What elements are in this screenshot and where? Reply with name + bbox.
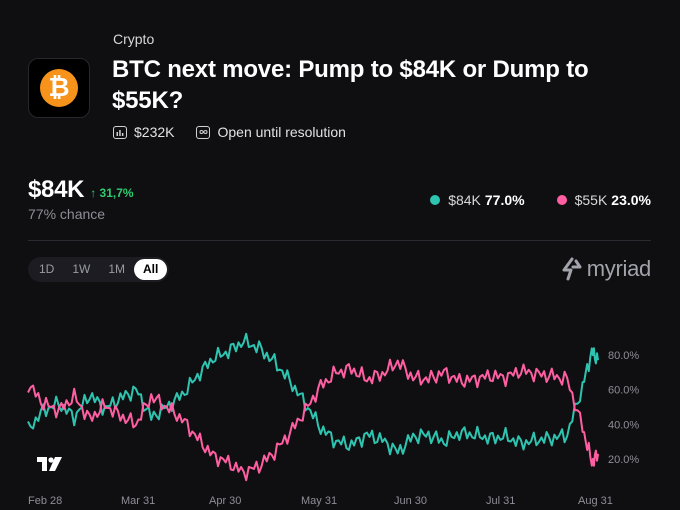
series-line-pump (27, 332, 599, 456)
range-selector: 1D 1W 1M All (28, 257, 170, 282)
market-logo: ₿ (28, 58, 90, 118)
x-tick-label: Aug 31 (578, 495, 613, 507)
x-tick-label: May 31 (301, 495, 337, 507)
x-tick-label: Jul 31 (486, 495, 515, 507)
myriad-bolt-icon (562, 257, 582, 281)
legend-label: $55K (574, 192, 608, 208)
volume-value: $232K (134, 124, 175, 140)
legend-pct: 23.0% (611, 192, 651, 208)
infinity-icon (196, 125, 211, 139)
current-price: $84K (28, 176, 85, 203)
price-block: $84K ↑ 31,7% 77% chance (28, 176, 134, 222)
market-status: Open until resolution (217, 124, 346, 140)
x-tick-label: Mar 31 (121, 495, 155, 507)
tradingview-logo (37, 457, 62, 471)
x-tick-label: Feb 28 (28, 495, 62, 507)
y-tick-label: 80.0% (608, 350, 639, 362)
brand-name: myriad (586, 256, 652, 281)
probability-chart: 80.0% 60.0% 40.0% 20.0% Feb 28 Mar 31 Apr 30 M… (27, 332, 639, 507)
legend-dot (430, 195, 441, 205)
price-change: ↑ 31,7% (90, 186, 134, 200)
market-meta: $232K Open until resolution (113, 124, 346, 140)
x-tick-label: Apr 30 (209, 495, 241, 507)
bitcoin-icon: ₿ (40, 69, 78, 107)
y-tick-label: 20.0% (608, 454, 639, 466)
range-all[interactable]: All (134, 259, 168, 280)
market-category[interactable]: Crypto (113, 31, 155, 47)
y-tick-label: 60.0% (608, 385, 639, 397)
legend-dot (556, 195, 567, 205)
bar-chart-icon (113, 125, 127, 139)
y-tick-label: 40.0% (608, 419, 639, 431)
legend-item-84k: $84K 77.0% (430, 192, 525, 208)
range-1m[interactable]: 1M (108, 262, 126, 276)
myriad-logo: myriad (561, 256, 651, 282)
x-tick-label: Jun 30 (394, 495, 427, 507)
market-title: BTC next move: Pump to $84K or Dump to $… (112, 56, 589, 114)
series-line-dump (27, 358, 599, 482)
range-1w[interactable]: 1W (72, 262, 91, 276)
outcome-legend: $84K 77.0% $55K 23.0% (398, 192, 651, 208)
legend-pct: 77.0% (484, 192, 525, 208)
legend-item-55k: $55K 23.0% (556, 192, 651, 208)
divider (28, 240, 651, 241)
legend-label: $84K (448, 192, 481, 208)
range-1d[interactable]: 1D (39, 262, 55, 276)
chance-label: 77% chance (28, 206, 106, 222)
